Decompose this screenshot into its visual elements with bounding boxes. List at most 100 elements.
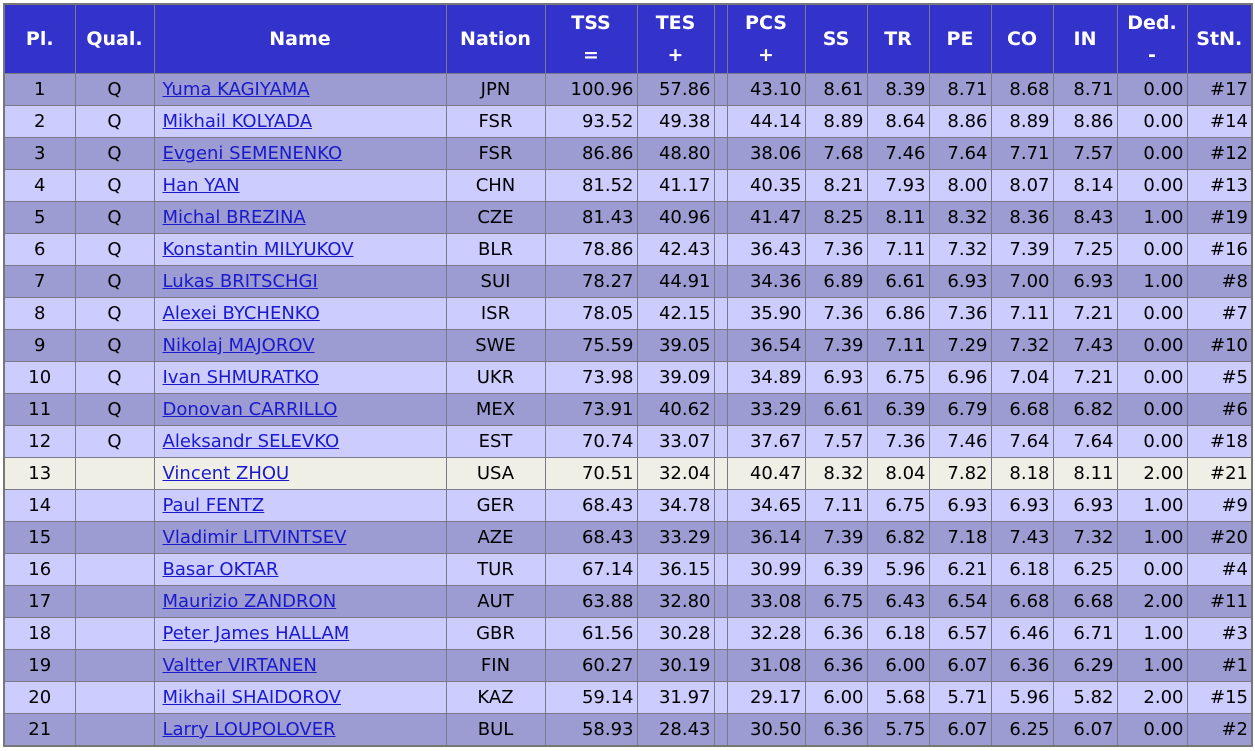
- cell: 17: [3, 585, 76, 618]
- cell: 32.28: [726, 617, 806, 650]
- skater-link[interactable]: Ivan SHMURATKO: [162, 367, 319, 388]
- cell: 7.39: [804, 521, 868, 554]
- cell: 6.36: [804, 649, 868, 682]
- skater-link[interactable]: Aleksandr SELEVKO: [162, 431, 340, 452]
- cell: 6.93: [1052, 489, 1118, 522]
- cell: [74, 585, 155, 618]
- cell: 40.35: [726, 169, 806, 202]
- result-row: 14 Paul FENTZ GER 68.43 34.78 34.65 7.11 6.75 6.…: [3, 489, 1253, 522]
- skater-link[interactable]: Maurizio ZANDRON: [162, 591, 337, 612]
- cell: 7.11: [866, 329, 930, 362]
- cell: 6.93: [1052, 265, 1118, 298]
- spacer-cell: [713, 361, 728, 394]
- cell: 73.91: [544, 393, 638, 426]
- cell: 7.25: [1052, 233, 1118, 266]
- skater-link[interactable]: Nikolaj MAJOROV: [162, 335, 315, 356]
- cell: 6.39: [866, 393, 930, 426]
- cell: 8.64: [866, 105, 930, 138]
- cell: 5.96: [866, 553, 930, 586]
- skater-link[interactable]: Evgeni SEMENENKO: [162, 143, 343, 164]
- cell: 20: [3, 681, 76, 714]
- cell: 2: [3, 105, 76, 138]
- cell: 8.18: [990, 457, 1054, 490]
- skater-link[interactable]: Alexei BYCHENKO: [162, 303, 320, 324]
- result-row: 16 Basar OKTAR TUR 67.14 36.15 30.99 6.39 5.96 6…: [3, 553, 1253, 586]
- cell: 15: [3, 521, 76, 554]
- skater-link[interactable]: Larry LOUPOLOVER: [162, 719, 336, 740]
- results-table: Pl. Qual. Name Nation TSS = TES + PCS + SS TR PE CO IN…: [3, 3, 1253, 747]
- cell: #13: [1186, 169, 1253, 202]
- result-row: 5 Q Michal BREZINA CZE 81.43 40.96 41.47 8.25 8.…: [3, 201, 1253, 234]
- spacer-cell: [713, 617, 728, 650]
- spacer-cell: [713, 425, 728, 458]
- cell: ISR: [445, 297, 546, 330]
- cell: 0.00: [1116, 361, 1188, 394]
- cell: 43.10: [726, 73, 806, 106]
- skater-link[interactable]: Yuma KAGIYAMA: [162, 79, 310, 100]
- skater-link[interactable]: Basar OKTAR: [162, 559, 279, 580]
- header-title: CO: [1006, 28, 1038, 50]
- table-body: 1 Q Yuma KAGIYAMA JPN 100.96 57.86 43.10 8.61 8.…: [3, 73, 1253, 747]
- cell: Vladimir LITVINTSEV: [153, 521, 447, 554]
- cell: 78.86: [544, 233, 638, 266]
- skater-link[interactable]: Mikhail SHAIDOROV: [162, 687, 341, 708]
- cell: 8.04: [866, 457, 930, 490]
- spacer-cell: [713, 329, 728, 362]
- cell: 33.07: [636, 425, 715, 458]
- result-row: 18 Peter James HALLAM GBR 61.56 30.28 32.28 6.…: [3, 617, 1253, 650]
- skater-link[interactable]: Lukas BRITSCHGI: [162, 271, 318, 292]
- cell: 6.07: [928, 649, 992, 682]
- cell: 7.64: [1052, 425, 1118, 458]
- cell: 34.89: [726, 361, 806, 394]
- skater-link[interactable]: Konstantin MILYUKOV: [162, 239, 354, 260]
- cell: #3: [1186, 617, 1253, 650]
- cell: Ivan SHMURATKO: [153, 361, 447, 394]
- cell: Donovan CARRILLO: [153, 393, 447, 426]
- cell: 67.14: [544, 553, 638, 586]
- cell: FSR: [445, 105, 546, 138]
- cell: #8: [1186, 265, 1253, 298]
- cell: CZE: [445, 201, 546, 234]
- cell: 60.27: [544, 649, 638, 682]
- cell: 7.21: [1052, 297, 1118, 330]
- skater-link[interactable]: Peter James HALLAM: [162, 623, 350, 644]
- result-row: 6 Q Konstantin MILYUKOV BLR 78.86 42.43 36.43 7…: [3, 233, 1253, 266]
- cell: BLR: [445, 233, 546, 266]
- cell: 70.74: [544, 425, 638, 458]
- skater-link[interactable]: Han YAN: [162, 175, 240, 196]
- header-sign: =: [583, 44, 599, 66]
- cell: 6.36: [990, 649, 1054, 682]
- cell: 6.29: [1052, 649, 1118, 682]
- spacer-cell: [713, 169, 728, 202]
- cell: 30.28: [636, 617, 715, 650]
- cell: 7.36: [866, 425, 930, 458]
- cell: 6.93: [928, 489, 992, 522]
- cell: Alexei BYCHENKO: [153, 297, 447, 330]
- cell: 7.00: [990, 265, 1054, 298]
- result-row: 3 Q Evgeni SEMENENKO FSR 86.86 48.80 38.06 7.68…: [3, 137, 1253, 170]
- cell: #14: [1186, 105, 1253, 138]
- skater-link[interactable]: Valtter VIRTANEN: [162, 655, 317, 676]
- cell: #19: [1186, 201, 1253, 234]
- cell: 7.39: [990, 233, 1054, 266]
- cell: Han YAN: [153, 169, 447, 202]
- cell: 6.18: [990, 553, 1054, 586]
- result-row: 10 Q Ivan SHMURATKO UKR 73.98 39.09 34.89 6.93 6…: [3, 361, 1253, 394]
- skater-link[interactable]: Vladimir LITVINTSEV: [162, 527, 347, 548]
- skater-link[interactable]: Paul FENTZ: [162, 495, 265, 516]
- spacer-cell: [713, 649, 728, 682]
- cell: 6.57: [928, 617, 992, 650]
- cell: 8.14: [1052, 169, 1118, 202]
- cell: 41.47: [726, 201, 806, 234]
- skater-link[interactable]: Michal BREZINA: [162, 207, 306, 228]
- skater-link[interactable]: Donovan CARRILLO: [162, 399, 338, 420]
- cell: SWE: [445, 329, 546, 362]
- cell: [74, 457, 155, 490]
- cell: Q: [74, 265, 155, 298]
- skater-link[interactable]: Vincent ZHOU: [162, 463, 290, 484]
- cell: [74, 649, 155, 682]
- skater-link[interactable]: Mikhail KOLYADA: [162, 111, 313, 132]
- column-header: CO: [990, 3, 1054, 74]
- cell: 10: [3, 361, 76, 394]
- cell: 1.00: [1116, 649, 1188, 682]
